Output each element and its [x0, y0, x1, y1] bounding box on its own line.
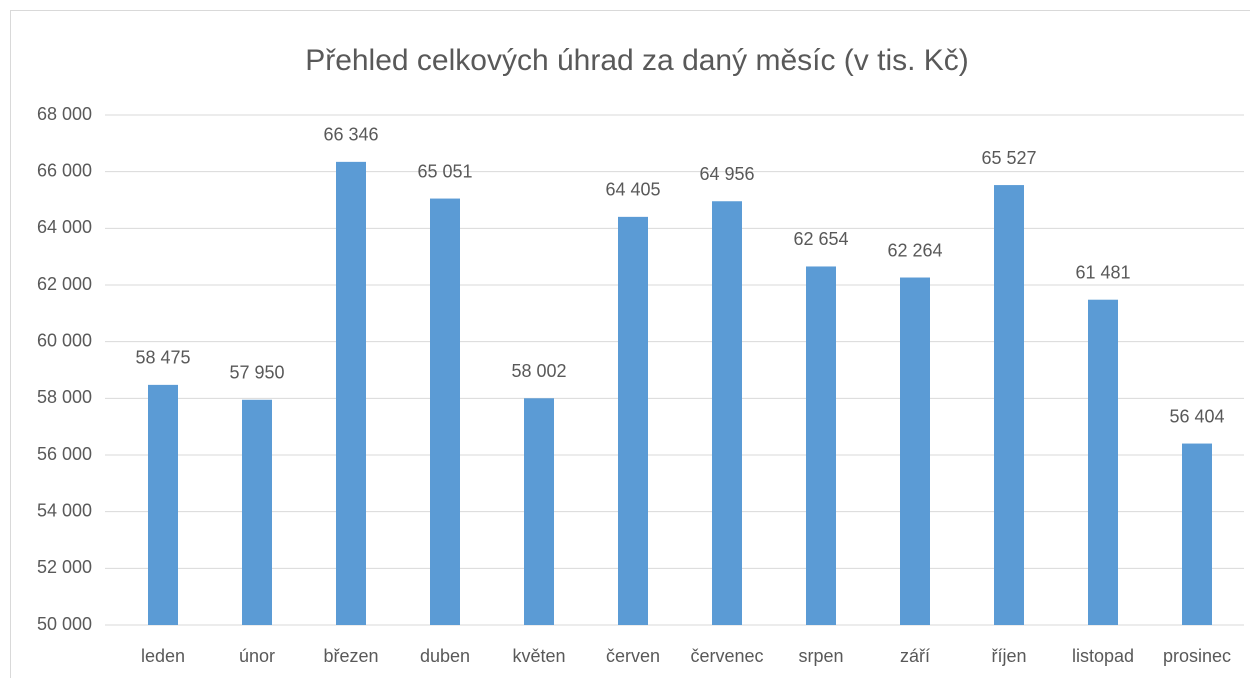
- y-tick-label: 62 000: [37, 274, 92, 294]
- x-tick-label: červen: [606, 646, 660, 666]
- data-label: 56 404: [1169, 406, 1224, 426]
- data-label: 65 527: [981, 148, 1036, 168]
- y-tick-label: 66 000: [37, 160, 92, 180]
- y-tick-label: 58 000: [37, 387, 92, 407]
- y-tick-label: 52 000: [37, 557, 92, 577]
- chart-title: Přehled celkových úhrad za daný měsíc (v…: [305, 44, 969, 77]
- bar: [1088, 299, 1118, 625]
- data-label: 64 405: [605, 180, 660, 200]
- data-label: 65 051: [417, 161, 472, 181]
- x-tick-label: únor: [239, 646, 275, 666]
- x-tick-label: říjen: [991, 646, 1026, 666]
- data-label: 66 346: [323, 125, 378, 145]
- x-tick-label: duben: [420, 646, 470, 666]
- x-tick-label: červenec: [690, 646, 763, 666]
- x-tick-label: květen: [512, 646, 565, 666]
- x-tick-label: leden: [141, 646, 185, 666]
- x-tick-label: prosinec: [1163, 646, 1231, 666]
- y-tick-label: 56 000: [37, 444, 92, 464]
- x-tick-label: září: [900, 646, 930, 666]
- data-label: 64 956: [699, 164, 754, 184]
- bar: [430, 198, 460, 625]
- bar: [336, 161, 366, 625]
- data-label: 58 002: [511, 361, 566, 381]
- bar: [1182, 443, 1212, 625]
- x-tick-label: březen: [323, 646, 378, 666]
- data-label: 62 264: [887, 240, 942, 260]
- y-tick-label: 64 000: [37, 217, 92, 237]
- bar: [806, 266, 836, 625]
- bar: [148, 384, 178, 625]
- bar: [242, 399, 272, 625]
- bar: [618, 216, 648, 625]
- data-label: 62 654: [793, 229, 848, 249]
- x-tick-label: srpen: [798, 646, 843, 666]
- y-tick-label: 60 000: [37, 330, 92, 350]
- y-tick-label: 50 000: [37, 614, 92, 634]
- data-label: 61 481: [1075, 262, 1130, 282]
- x-tick-label: listopad: [1072, 646, 1134, 666]
- bar: [712, 201, 742, 625]
- y-tick-label: 54 000: [37, 500, 92, 520]
- data-label: 58 475: [135, 348, 190, 368]
- bar: [900, 277, 930, 625]
- bar: [524, 398, 554, 625]
- data-label: 57 950: [229, 363, 284, 383]
- y-tick-label: 68 000: [37, 104, 92, 124]
- bar: [994, 185, 1024, 625]
